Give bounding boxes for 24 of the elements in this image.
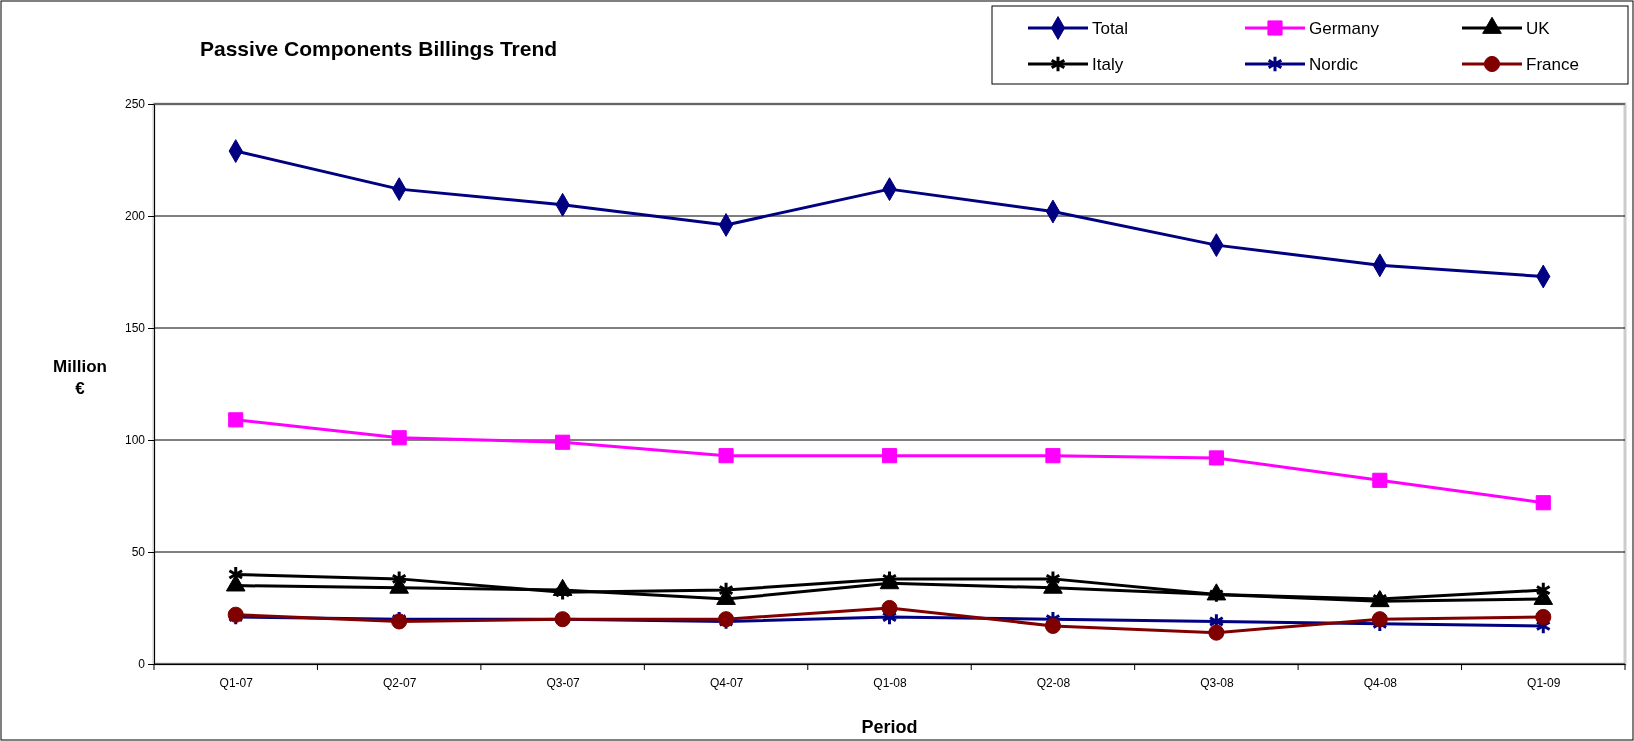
x-tick-label: Q2-07 bbox=[382, 675, 417, 690]
x-tick-label: Q2-08 bbox=[1036, 675, 1071, 690]
y-tick-label: 0 bbox=[138, 657, 146, 672]
y-tick-label: 200 bbox=[124, 209, 146, 224]
legend-label: Total bbox=[1092, 19, 1128, 38]
legend-label: Nordic bbox=[1309, 55, 1359, 74]
x-tick-label: Q3-08 bbox=[1200, 675, 1234, 690]
y-tick-label: 150 bbox=[124, 321, 146, 336]
x-tick-label: Q4-08 bbox=[1363, 675, 1398, 690]
x-axis-title: Period bbox=[861, 717, 918, 737]
x-tick-label: Q3-07 bbox=[546, 675, 581, 690]
chart-title: Passive Components Billings Trend bbox=[200, 37, 558, 60]
legend-label: Italy bbox=[1092, 55, 1124, 74]
y-tick-label: 250 bbox=[124, 97, 146, 112]
legend-label: France bbox=[1526, 55, 1579, 74]
x-tick-label: Q1-09 bbox=[1527, 675, 1561, 690]
y-axis-title: Million € bbox=[53, 357, 107, 398]
legend-label: Germany bbox=[1309, 19, 1380, 38]
legend-label: UK bbox=[1526, 19, 1551, 38]
x-tick-label: Q1-08 bbox=[873, 675, 907, 690]
y-tick-label: 100 bbox=[124, 433, 146, 448]
x-tick-label: Q4-07 bbox=[709, 675, 744, 690]
x-tick-label: Q1-07 bbox=[219, 675, 254, 690]
y-tick-label: 50 bbox=[131, 545, 146, 560]
